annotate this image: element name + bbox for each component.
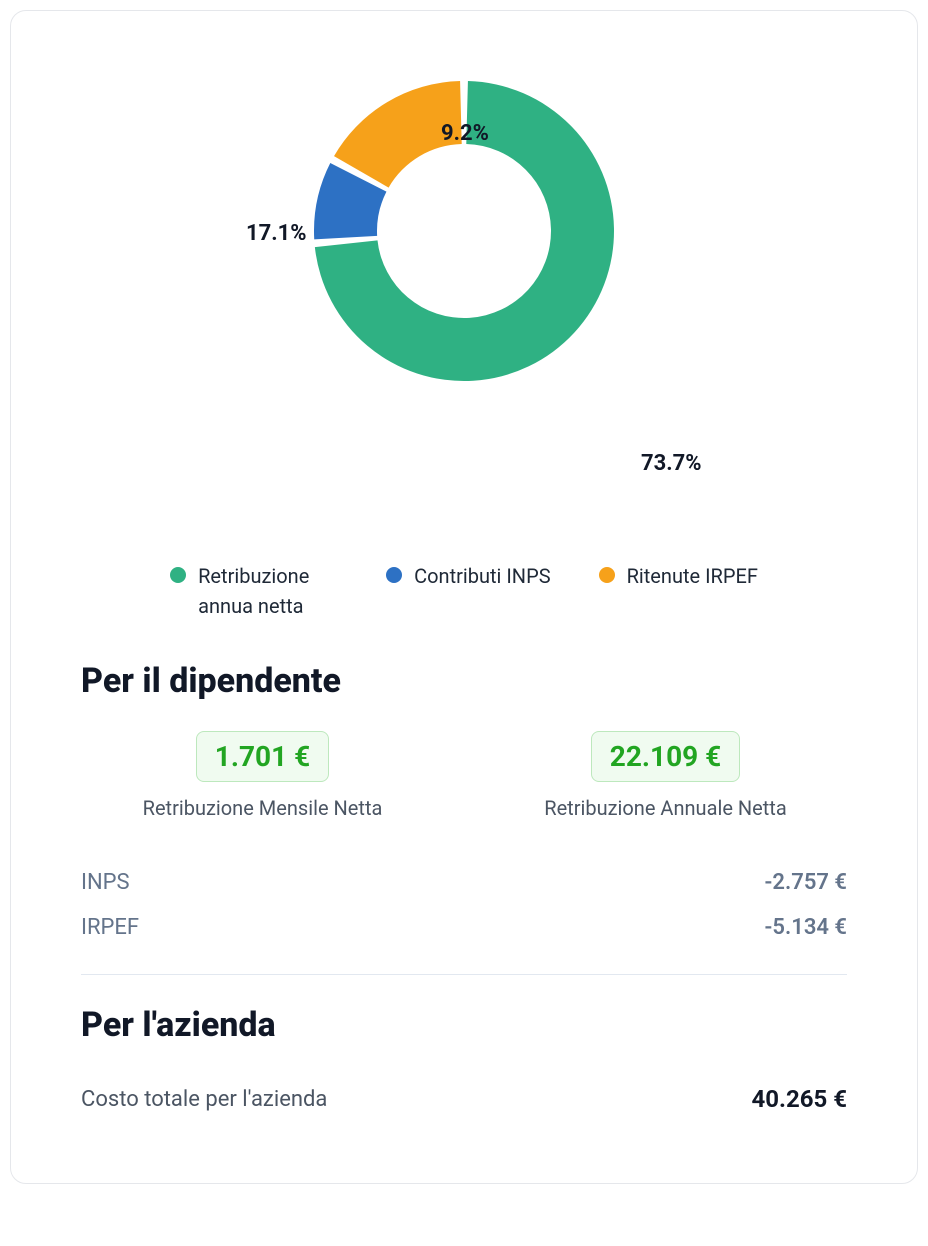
row-value: -2.757 € [764, 870, 847, 895]
slice-label-retribuzione-annua-netta: 73.7% [641, 451, 702, 476]
salary-breakdown-card: 73.7% 9.2% 17.1% Retribuzione annua netta C… [10, 10, 918, 1184]
employee-highlights: 1.701 € Retribuzione Mensile Netta 22.10… [81, 731, 847, 820]
employee-section-title: Per il dipendente [81, 661, 847, 701]
row-value: -5.134 € [764, 915, 847, 940]
monthly-net-caption: Retribuzione Mensile Netta [81, 796, 444, 820]
annual-net-badge: 22.109 € [591, 731, 740, 782]
highlight-annual-net: 22.109 € Retribuzione Annuale Netta [484, 731, 847, 820]
row-company-total: Costo totale per l'azienda 40.265 € [81, 1075, 847, 1123]
donut-chart-container: 73.7% 9.2% 17.1% [81, 71, 847, 531]
company-section-title: Per l'azienda [81, 1005, 847, 1045]
legend-item: Ritenute IRPEF [599, 561, 758, 591]
highlight-monthly-net: 1.701 € Retribuzione Mensile Netta [81, 731, 444, 820]
legend-dot [170, 567, 186, 583]
slice-label-contributi-inps: 9.2% [441, 121, 489, 146]
section-divider [81, 974, 847, 975]
slice-label-ritenute-irpef: 17.1% [246, 221, 307, 246]
row-inps: INPS -2.757 € [81, 860, 847, 905]
row-label: INPS [81, 870, 130, 895]
legend-item: Retribuzione annua netta [170, 561, 338, 621]
row-label: Costo totale per l'azienda [81, 1087, 327, 1112]
monthly-net-badge: 1.701 € [196, 731, 329, 782]
row-label: IRPEF [81, 915, 139, 940]
chart-legend: Retribuzione annua netta Contributi INPS R… [81, 561, 847, 621]
row-irpef: IRPEF -5.134 € [81, 905, 847, 950]
legend-dot [386, 567, 402, 583]
legend-label: Contributi INPS [414, 561, 550, 591]
legend-dot [599, 567, 615, 583]
legend-item: Contributi INPS [386, 561, 550, 591]
legend-label: Ritenute IRPEF [627, 561, 758, 591]
annual-net-caption: Retribuzione Annuale Netta [484, 796, 847, 820]
donut-chart [304, 71, 624, 391]
row-value: 40.265 € [751, 1085, 847, 1113]
legend-label: Retribuzione annua netta [198, 561, 338, 621]
employee-deduction-rows: INPS -2.757 € IRPEF -5.134 € [81, 860, 847, 950]
